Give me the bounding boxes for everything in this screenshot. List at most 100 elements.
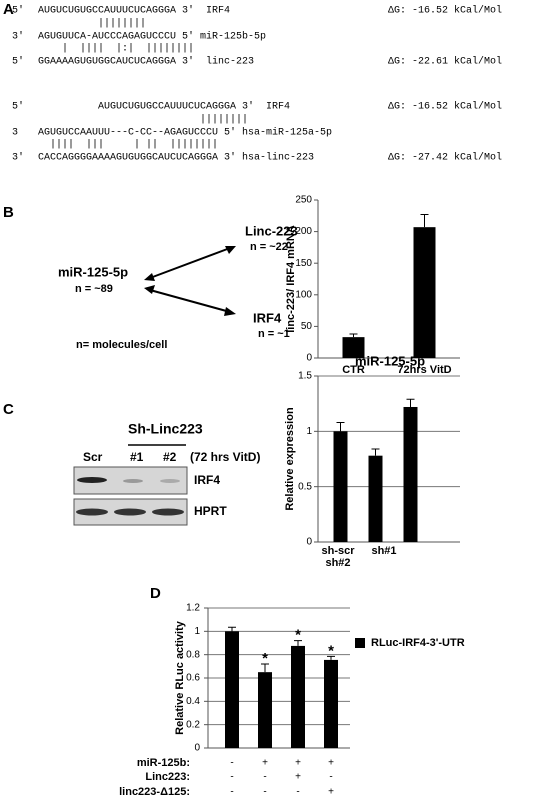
strand-end: 3' xyxy=(12,152,24,164)
significance: * xyxy=(295,627,301,644)
condition-label: Linc223: xyxy=(145,771,190,783)
legend-swatch xyxy=(355,638,365,648)
condition-value: + xyxy=(295,758,301,769)
node-count: n = ~22 xyxy=(250,241,288,253)
error-bar xyxy=(261,663,269,673)
error-bar xyxy=(349,333,358,338)
error-bar xyxy=(327,655,335,660)
condition: (72 hrs VitD) xyxy=(190,450,260,464)
lane-label: #1 xyxy=(130,450,144,464)
error-bar xyxy=(228,626,236,632)
x-tick-label: CTR xyxy=(342,364,365,376)
sequence: | |||| |:| |||||||| xyxy=(38,43,194,55)
condition-value: - xyxy=(230,772,233,783)
y-tick-label: 1.5 xyxy=(298,371,312,382)
delta-g: ΔG: -22.61 kCal/Mol xyxy=(388,56,502,68)
y-tick-label: 100 xyxy=(295,289,312,300)
bar xyxy=(324,659,338,748)
blot-image xyxy=(73,466,188,526)
y-tick-label: 0.2 xyxy=(186,719,200,730)
y-tick-label: 0 xyxy=(306,353,312,364)
sequence: |||||||| xyxy=(38,18,146,30)
strand-end: 5' xyxy=(12,56,24,68)
panel-label: B xyxy=(3,204,14,221)
y-tick-label: 0.8 xyxy=(186,649,200,660)
legend-label: RLuc-IRF4-3'-UTR xyxy=(371,637,465,649)
sequence: AGUGUCCAAUUU---C-CC--AGAGUCCCU 5' hsa-mi… xyxy=(38,127,332,139)
y-tick-label: 0.5 xyxy=(298,481,312,492)
bar xyxy=(403,406,418,542)
bar xyxy=(225,631,239,748)
condition-value: - xyxy=(263,787,266,798)
bar xyxy=(258,672,272,748)
y-tick-label: 50 xyxy=(301,321,313,332)
condition-value: - xyxy=(230,758,233,769)
delta-g: ΔG: -16.52 kCal/Mol xyxy=(388,5,502,17)
strand-end: 5' xyxy=(12,5,24,17)
bar xyxy=(413,227,436,358)
panel-label: C xyxy=(3,401,14,418)
condition-value: + xyxy=(328,758,334,769)
blot-row-label: IRF4 xyxy=(194,473,220,487)
bar xyxy=(342,337,365,358)
blot-title: Sh-Linc223 xyxy=(128,421,203,437)
sequence: AUGUCUGUGCCAUUUCUCAGGGA 3' IRF4 xyxy=(38,5,230,17)
lane-label: #2 xyxy=(163,450,177,464)
y-tick-label: 150 xyxy=(295,258,312,269)
condition-label: linc223-Δ125: xyxy=(119,786,190,798)
x-tick-label: sh#2 xyxy=(325,557,350,569)
node-count: n = ~1 xyxy=(258,328,290,340)
y-tick-label: 0.6 xyxy=(186,673,200,684)
sequence: CACCAGGGGAAAAGUGUGGCAUCUCAGGGA 3' hsa-li… xyxy=(38,152,314,164)
node-label: Linc-223 xyxy=(245,223,298,238)
sequence: AGUGUUCA-AUCCCAGAGUCCCU 5' miR-125b-5p xyxy=(38,31,266,43)
y-tick-label: 0 xyxy=(306,537,312,548)
significance: * xyxy=(328,642,334,659)
y-tick-label: 0 xyxy=(194,743,200,754)
condition-value: - xyxy=(296,787,299,798)
condition-value: - xyxy=(329,772,332,783)
strand-end: 3 xyxy=(12,128,18,139)
strand-end: 3' xyxy=(12,31,24,43)
bar xyxy=(333,431,348,542)
sequence: |||| ||| | || |||||||| xyxy=(38,139,218,151)
error-bar xyxy=(294,640,302,646)
y-axis-label: Relative expression xyxy=(284,407,296,511)
note: n= molecules/cell xyxy=(76,339,167,351)
condition-label: miR-125b: xyxy=(137,757,190,769)
y-axis-label: Relative RLuc activity xyxy=(174,620,186,735)
sequence: GGAAAAGUGUGGCAUCUCAGGGA 3' linc-223 xyxy=(38,56,254,68)
error-bar xyxy=(336,421,345,432)
node-count: n = ~89 xyxy=(75,283,113,295)
node-label: IRF4 xyxy=(253,310,282,325)
error-bar xyxy=(406,398,415,407)
y-tick-label: 0.4 xyxy=(186,696,200,707)
x-tick-label: 72hrs VitD xyxy=(397,364,451,376)
y-tick-label: 1 xyxy=(194,626,200,637)
condition-value: + xyxy=(328,787,334,798)
y-axis-label: linc-223/ IRF4 mRNA xyxy=(285,225,297,333)
y-tick-label: 1 xyxy=(306,426,312,437)
lane-label: Scr xyxy=(83,450,103,464)
significance: * xyxy=(262,650,268,667)
delta-g: ΔG: -16.52 kCal/Mol xyxy=(388,101,502,113)
panel-label: D xyxy=(150,585,161,602)
condition-value: - xyxy=(263,772,266,783)
sequence: |||||||| xyxy=(38,114,248,126)
blot-row-label: HPRT xyxy=(194,504,227,518)
node-label: miR-125-5p xyxy=(58,264,128,279)
error-bar xyxy=(420,214,429,228)
x-tick-label: sh#1 xyxy=(371,545,396,557)
error-bar xyxy=(371,448,380,456)
delta-g: ΔG: -27.42 kCal/Mol xyxy=(388,152,502,164)
strand-end: 5' xyxy=(12,101,24,113)
condition-value: + xyxy=(295,772,301,783)
arrows xyxy=(144,246,236,316)
sequence: AUGUCUGUGCCAUUUCUCAGGGA 3' IRF4 xyxy=(38,101,290,113)
bar xyxy=(368,455,383,542)
y-tick-label: 200 xyxy=(295,226,312,237)
panel-label: A xyxy=(3,1,14,18)
condition-value: - xyxy=(230,787,233,798)
y-tick-label: 1.2 xyxy=(186,603,200,614)
